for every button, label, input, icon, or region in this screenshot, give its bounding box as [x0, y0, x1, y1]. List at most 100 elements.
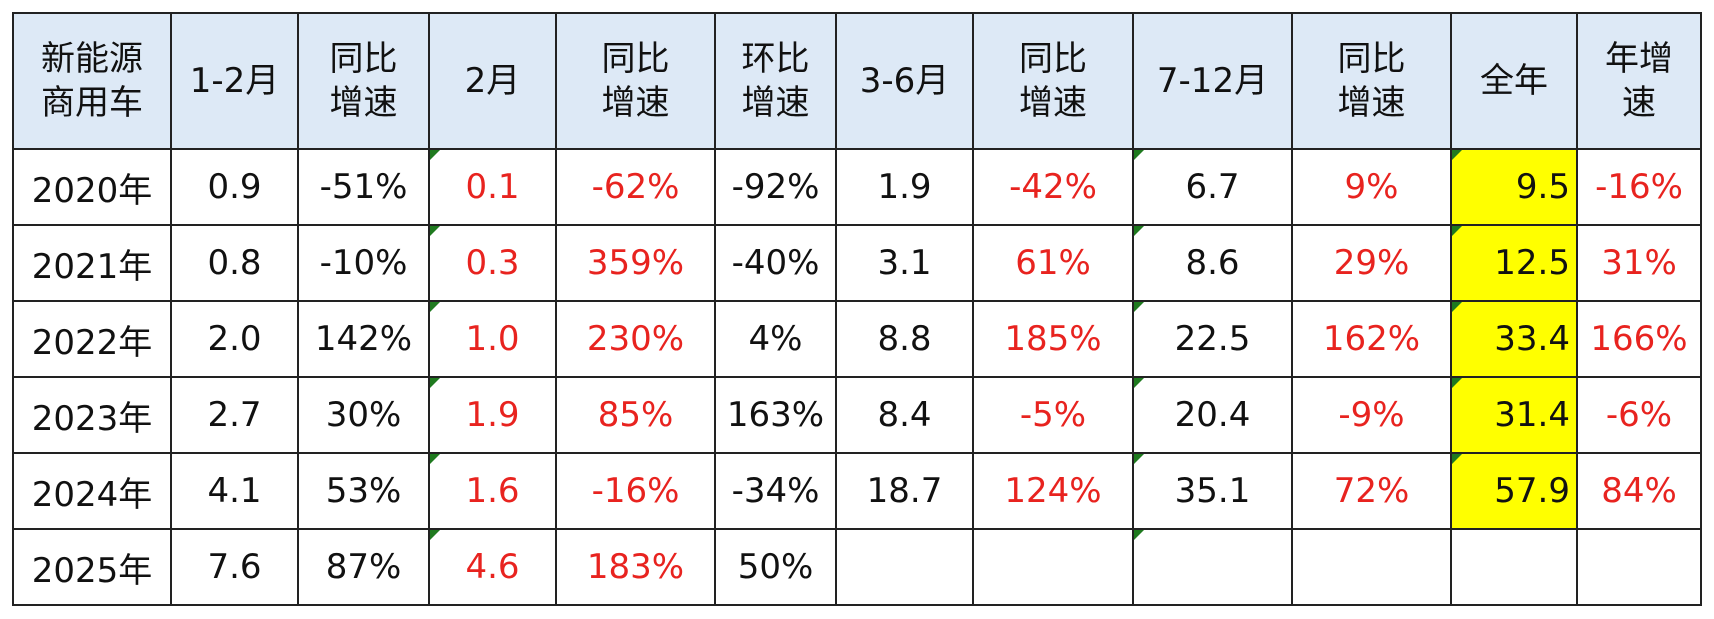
cell: 166%: [1576, 300, 1702, 378]
cell: 57.9: [1450, 452, 1578, 530]
header-text: 7-12月: [1156, 61, 1269, 101]
header-text: 年增: [1605, 39, 1673, 79]
cell: 1.9: [428, 376, 557, 454]
cell: 33.4: [1450, 300, 1578, 378]
cell: 2.7: [170, 376, 299, 454]
cell: 3.1: [835, 224, 974, 302]
cell: 4.6: [428, 528, 557, 606]
header-text: 增速: [1019, 83, 1087, 123]
cell: -10%: [297, 224, 430, 302]
cell: 31%: [1576, 224, 1702, 302]
row-label: 2023年: [12, 376, 172, 454]
cell: 8.8: [835, 300, 974, 378]
cell: -34%: [714, 452, 837, 530]
header-cell: 环比 增速: [714, 12, 837, 150]
cell: 53%: [297, 452, 430, 530]
cell: 20.4: [1132, 376, 1293, 454]
cell: 1.0: [428, 300, 557, 378]
header-cell: 新能源 商用车: [12, 12, 172, 150]
empty-cell: [972, 528, 1134, 606]
cell: 162%: [1291, 300, 1452, 378]
cell: 50%: [714, 528, 837, 606]
header-text: 增速: [329, 83, 398, 123]
data-row: 2025年 7.6 87% 4.6 183% 50%: [12, 528, 1702, 606]
header-text: 增速: [1337, 83, 1406, 123]
row-label: 2025年: [12, 528, 172, 606]
row-label: 2024年: [12, 452, 172, 530]
row-label: 2022年: [12, 300, 172, 378]
data-table: 新能源 商用车 1-2月 同比 增速 2月 同比 增速 环比 增速 3-6月 同比 增速 7-12月 同比增…: [12, 12, 1702, 606]
header-cell: 全年: [1450, 12, 1578, 150]
cell: 4%: [714, 300, 837, 378]
cell: 87%: [297, 528, 430, 606]
empty-cell: [1132, 528, 1293, 606]
header-cell: 同比 增速: [555, 12, 716, 150]
cell: 4.1: [170, 452, 299, 530]
cell: 0.9: [170, 148, 299, 226]
cell: 230%: [555, 300, 716, 378]
header-text: 同比: [1337, 39, 1406, 79]
header-text: 1-2月: [189, 61, 280, 101]
cell: 0.8: [170, 224, 299, 302]
header-text: 同比: [601, 39, 670, 79]
cell: 359%: [555, 224, 716, 302]
data-row: 2020年 0.9 -51% 0.1 -62% -92% 1.9 -42% 6.7 9% 9.5 -1…: [12, 148, 1702, 226]
cell: 163%: [714, 376, 837, 454]
cell: 0.3: [428, 224, 557, 302]
data-row: 2022年 2.0 142% 1.0 230% 4% 8.8 185% 22.5 162% 33.4…: [12, 300, 1702, 378]
cell: 1.9: [835, 148, 974, 226]
cell: 72%: [1291, 452, 1452, 530]
cell: 85%: [555, 376, 716, 454]
cell: -16%: [555, 452, 716, 530]
row-label: 2020年: [12, 148, 172, 226]
cell: 12.5: [1450, 224, 1578, 302]
cell: 22.5: [1132, 300, 1293, 378]
header-text: 3-6月: [859, 61, 950, 101]
cell: 124%: [972, 452, 1134, 530]
cell: 0.1: [428, 148, 557, 226]
cell: -16%: [1576, 148, 1702, 226]
cell: 142%: [297, 300, 430, 378]
cell: 7.6: [170, 528, 299, 606]
cell: 35.1: [1132, 452, 1293, 530]
header-cell: 2月: [428, 12, 557, 150]
header-text: 增速: [601, 83, 670, 123]
header-text: 新能源: [41, 39, 143, 79]
cell: 185%: [972, 300, 1134, 378]
cell: 29%: [1291, 224, 1452, 302]
cell: 9%: [1291, 148, 1452, 226]
header-text: 速: [1622, 83, 1656, 123]
data-row: 2021年 0.8 -10% 0.3 359% -40% 3.1 61% 8.6 29% 12.5 3…: [12, 224, 1702, 302]
cell: 61%: [972, 224, 1134, 302]
header-cell: 7-12月: [1132, 12, 1293, 150]
header-cell: 1-2月: [170, 12, 299, 150]
cell: 9.5: [1450, 148, 1578, 226]
cell: -42%: [972, 148, 1134, 226]
cell: -9%: [1291, 376, 1452, 454]
header-cell: 同比 增速: [1291, 12, 1452, 150]
row-label: 2021年: [12, 224, 172, 302]
cell: -92%: [714, 148, 837, 226]
cell: 84%: [1576, 452, 1702, 530]
cell: 31.4: [1450, 376, 1578, 454]
cell: 8.6: [1132, 224, 1293, 302]
cell: 8.4: [835, 376, 974, 454]
empty-cell: [1576, 528, 1702, 606]
cell: 2.0: [170, 300, 299, 378]
header-text: 2月: [464, 61, 521, 101]
header-cell: 同比 增速: [972, 12, 1134, 150]
cell: -5%: [972, 376, 1134, 454]
cell: -40%: [714, 224, 837, 302]
cell: -62%: [555, 148, 716, 226]
header-text: 商用车: [41, 83, 143, 123]
empty-cell: [835, 528, 974, 606]
header-text: 全年: [1480, 61, 1548, 101]
header-text: 同比: [1019, 39, 1087, 79]
cell: 6.7: [1132, 148, 1293, 226]
header-text: 同比: [329, 39, 398, 79]
header-cell: 年增速: [1576, 12, 1702, 150]
empty-cell: [1450, 528, 1578, 606]
cell: 30%: [297, 376, 430, 454]
cell: -6%: [1576, 376, 1702, 454]
